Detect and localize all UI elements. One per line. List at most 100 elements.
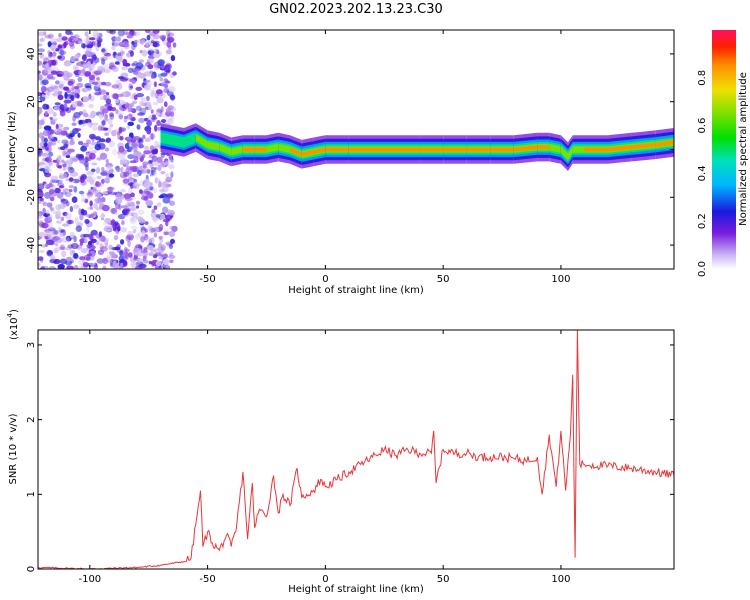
noise-speck bbox=[128, 83, 134, 91]
y-tick-label: 40 bbox=[26, 48, 37, 61]
noise-speck bbox=[148, 260, 152, 265]
noise-speck bbox=[157, 59, 165, 67]
noise-speck bbox=[50, 84, 55, 90]
noise-speck bbox=[44, 191, 52, 199]
noise-speck bbox=[92, 262, 96, 266]
noise-speck bbox=[78, 69, 86, 77]
noise-speck bbox=[149, 186, 154, 191]
noise-speck bbox=[84, 118, 89, 124]
noise-speck bbox=[116, 56, 123, 63]
noise-speck bbox=[122, 178, 130, 184]
noise-speck bbox=[84, 156, 89, 163]
ridge-band bbox=[419, 147, 444, 152]
noise-speck bbox=[75, 100, 83, 107]
noise-speck bbox=[59, 244, 65, 250]
noise-speck bbox=[57, 44, 63, 49]
noise-speck bbox=[44, 93, 50, 99]
noise-speck bbox=[113, 235, 119, 241]
noise-speck bbox=[152, 30, 160, 34]
noise-speck bbox=[160, 171, 166, 175]
ridge-band bbox=[513, 145, 538, 152]
snr-multiplier: (x104) bbox=[6, 309, 20, 340]
noise-speck bbox=[123, 261, 128, 267]
noise-speck bbox=[75, 153, 82, 159]
noise-speck bbox=[166, 41, 172, 48]
noise-speck bbox=[79, 241, 83, 246]
ridge-band bbox=[266, 143, 279, 153]
noise-speck bbox=[144, 80, 148, 84]
noise-speck bbox=[58, 226, 62, 232]
noise-speck bbox=[146, 119, 153, 127]
noise-speck bbox=[159, 77, 164, 82]
noise-speck bbox=[62, 163, 67, 168]
noise-speck bbox=[55, 210, 62, 216]
noise-speck bbox=[74, 217, 79, 224]
snr-multiplier-base: (x10 bbox=[9, 317, 20, 340]
noise-speck bbox=[84, 50, 91, 57]
noise-speck bbox=[116, 83, 123, 90]
noise-speck bbox=[49, 37, 58, 44]
noise-speck bbox=[139, 107, 147, 115]
noise-speck bbox=[148, 104, 152, 111]
noise-speck bbox=[74, 264, 78, 269]
noise-speck bbox=[95, 167, 101, 174]
noise-speck bbox=[141, 195, 149, 201]
noise-speck bbox=[155, 112, 160, 116]
noise-speck bbox=[143, 84, 151, 91]
noise-speck bbox=[38, 191, 45, 197]
noise-speck bbox=[105, 159, 109, 164]
noise-speck bbox=[170, 171, 174, 178]
noise-speck bbox=[95, 242, 103, 246]
noise-speck bbox=[159, 34, 167, 41]
noise-speck bbox=[145, 200, 154, 206]
ridge-band bbox=[443, 147, 467, 152]
ridge-band bbox=[290, 147, 302, 157]
ridge-band bbox=[372, 147, 396, 152]
noise-speck bbox=[163, 231, 170, 236]
noise-speck bbox=[41, 222, 49, 229]
noise-speck bbox=[145, 42, 150, 47]
noise-speck bbox=[61, 159, 65, 163]
snr-frame bbox=[37, 329, 675, 570]
noise-speck bbox=[98, 231, 103, 238]
noise-speck bbox=[49, 196, 55, 202]
noise-speck bbox=[66, 237, 70, 243]
noise-speck bbox=[102, 258, 109, 265]
noise-speck bbox=[38, 48, 45, 53]
noise-speck bbox=[130, 212, 134, 216]
noise-speck bbox=[103, 127, 109, 131]
noise-speck bbox=[79, 119, 86, 125]
noise-speck bbox=[120, 227, 128, 233]
noise-speck bbox=[73, 66, 79, 71]
noise-speck bbox=[53, 247, 59, 254]
noise-speck bbox=[78, 140, 84, 146]
noise-speck bbox=[47, 59, 56, 66]
noise-speck bbox=[118, 146, 125, 153]
noise-speck bbox=[66, 219, 74, 225]
noise-speck bbox=[164, 80, 171, 84]
noise-speck bbox=[56, 73, 63, 78]
noise-speck bbox=[110, 219, 116, 226]
noise-speck bbox=[151, 116, 158, 120]
colorbar-tick-label: 0.8 bbox=[697, 70, 708, 86]
snr-y-ticks: 0 1 2 3 bbox=[26, 342, 674, 572]
noise-speck bbox=[130, 206, 136, 212]
noise-speck bbox=[86, 175, 93, 183]
noise-speck bbox=[105, 137, 112, 143]
noise-speck bbox=[135, 233, 140, 240]
noise-speck bbox=[130, 50, 134, 57]
noise-speck bbox=[73, 111, 81, 119]
noise-speck bbox=[55, 220, 62, 224]
noise-speck bbox=[160, 93, 167, 99]
noise-speck bbox=[70, 55, 76, 63]
noise-speck bbox=[47, 53, 54, 58]
ridge-band bbox=[313, 147, 326, 154]
noise-speck bbox=[101, 178, 105, 184]
noise-speck bbox=[138, 218, 146, 224]
noise-speck bbox=[57, 165, 62, 169]
noise-speck bbox=[68, 166, 73, 170]
noise-speck bbox=[86, 152, 90, 158]
noise-speck bbox=[44, 67, 53, 74]
noise-speck bbox=[70, 171, 79, 177]
noise-speck bbox=[73, 252, 79, 259]
